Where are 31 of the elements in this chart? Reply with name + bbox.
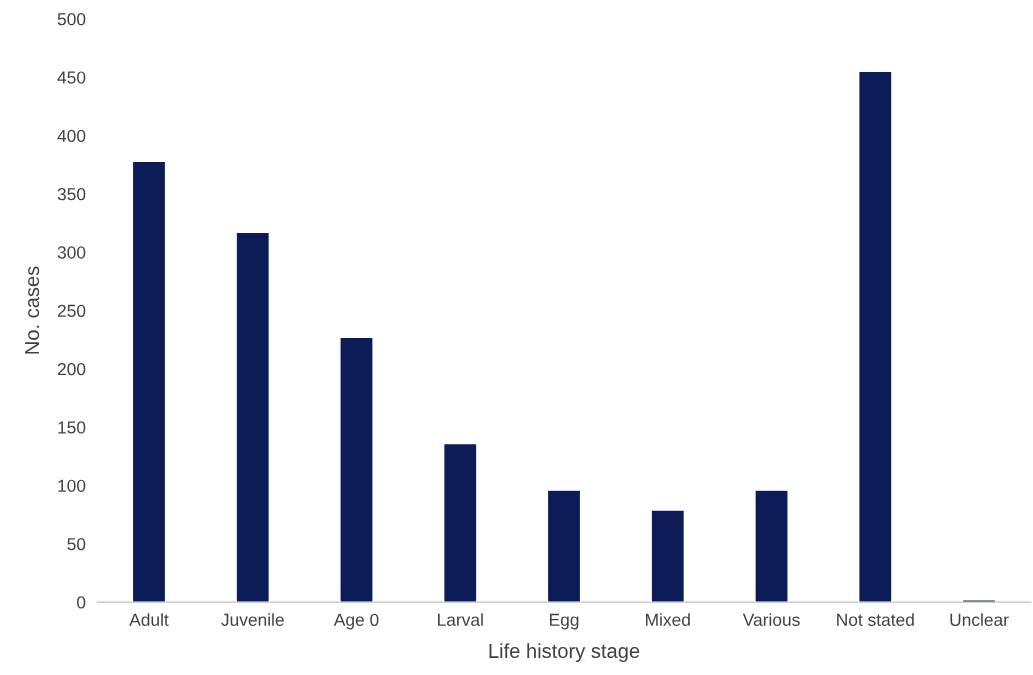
y-tick-label: 250 — [57, 304, 86, 317]
y-tick-label: 0 — [77, 596, 86, 609]
bar — [235, 231, 271, 603]
bar — [754, 489, 789, 603]
x-tick-label: Mixed — [646, 613, 690, 626]
bar — [546, 489, 582, 603]
x-tick-label: Egg — [550, 613, 579, 630]
x-tick-label: Unclear — [950, 613, 1009, 626]
y-tick-label: 350 — [57, 188, 86, 201]
x-tick-label: Various — [742, 613, 800, 626]
y-tick-label: 300 — [57, 246, 86, 259]
x-tick-label: Juvenile — [221, 613, 284, 626]
y-tick-label: 500 — [57, 13, 86, 26]
bar — [650, 509, 686, 603]
y-tick-label: 400 — [57, 129, 86, 142]
y-tick-label: 50 — [67, 537, 86, 551]
y-axis-title: No. cases — [25, 266, 40, 354]
x-tick-label: Age 0 — [333, 613, 379, 630]
bar — [442, 442, 478, 603]
bar — [961, 599, 997, 603]
y-tick-label: 100 — [58, 479, 86, 492]
bar — [339, 336, 374, 603]
y-tick-label: 450 — [57, 71, 86, 84]
x-tick-label: Larval — [438, 613, 483, 626]
x-tick-label: Adult — [129, 613, 169, 626]
y-tick-label: 200 — [57, 362, 86, 376]
x-tick-label: Not stated — [837, 613, 914, 626]
x-axis-title: Life history stage — [489, 643, 640, 663]
y-tick-label: 150 — [58, 421, 86, 434]
bar — [857, 70, 893, 603]
bar — [131, 160, 167, 603]
